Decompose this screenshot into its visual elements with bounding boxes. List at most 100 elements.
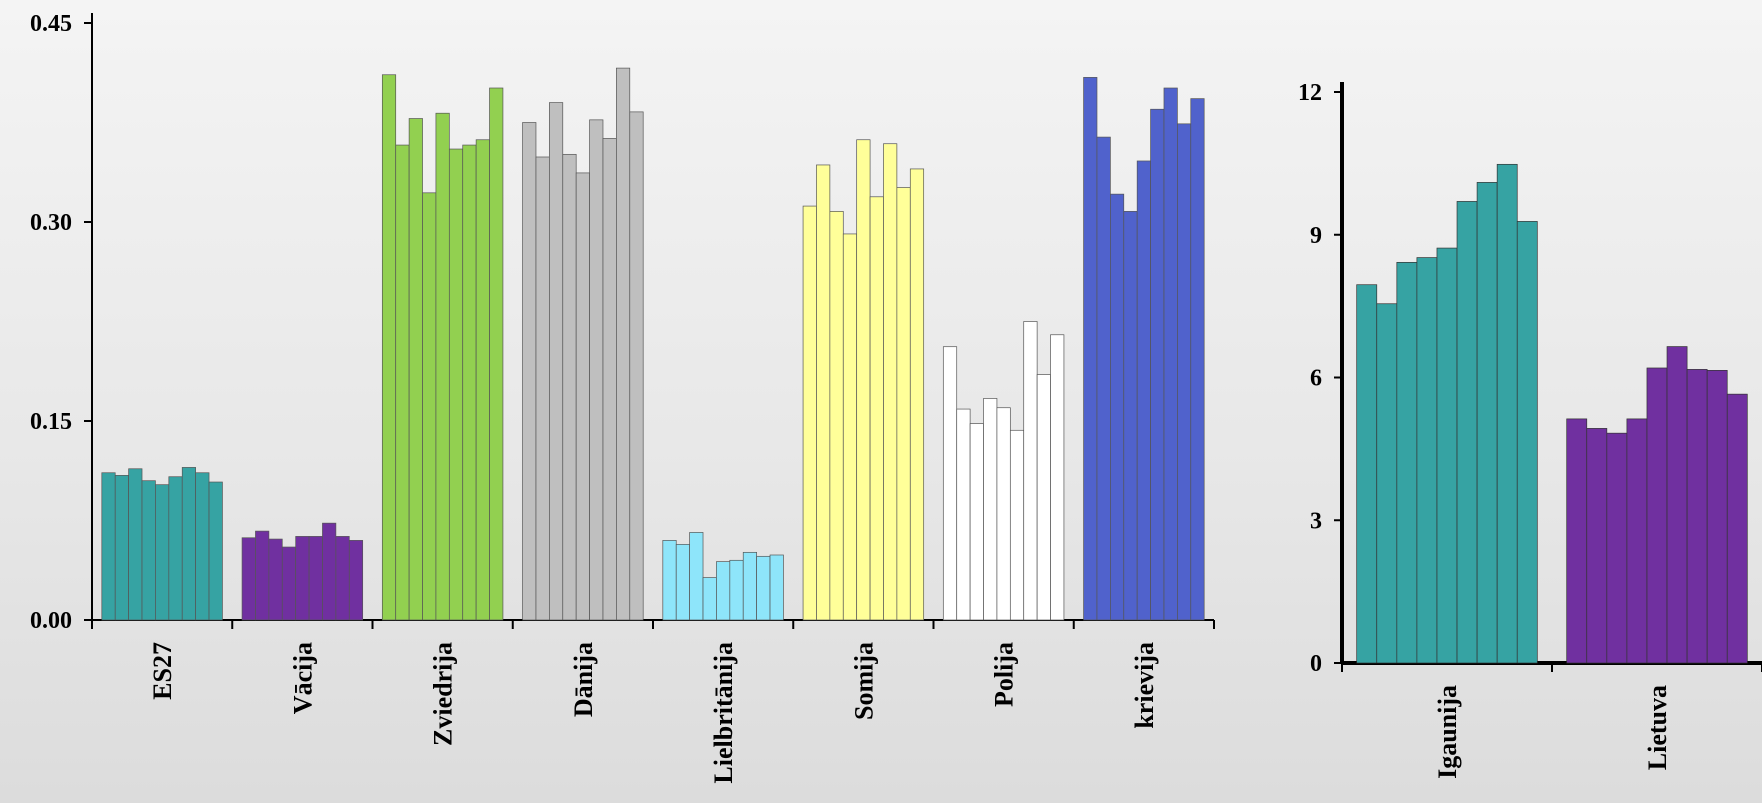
category-label: Somija: [849, 642, 878, 720]
bar: [616, 67, 631, 621]
bar: [1396, 261, 1418, 664]
bar: [1136, 160, 1151, 621]
bar: [1666, 346, 1688, 664]
bar: [195, 472, 210, 621]
bar: [535, 156, 550, 621]
bar: [1123, 211, 1138, 621]
bar: [1726, 393, 1748, 664]
bar: [1083, 77, 1098, 621]
y-tick-label: 3: [1310, 508, 1322, 534]
bar: [522, 122, 537, 621]
bar: [1050, 334, 1065, 621]
bar: [1376, 303, 1398, 664]
bar: [295, 536, 310, 621]
category-label: Igaunija: [1433, 685, 1462, 779]
bar: [869, 196, 884, 621]
bar: [689, 532, 704, 621]
bar: [969, 423, 984, 621]
category-label: Lietuva: [1643, 685, 1672, 770]
category-label: ES27: [148, 642, 177, 700]
bar: [1023, 321, 1038, 621]
bar: [1496, 163, 1518, 664]
bar: [742, 551, 757, 621]
category-label: Vācija: [288, 642, 317, 714]
y-tick-label: 6: [1310, 366, 1322, 392]
bar: [983, 398, 998, 621]
category-label: Dānija: [569, 642, 598, 717]
category-label: krievija: [1130, 642, 1159, 729]
bar: [241, 537, 256, 621]
y-tick-label: 9: [1310, 223, 1322, 249]
bar: [168, 476, 183, 621]
bar: [308, 536, 323, 621]
bar: [381, 74, 397, 621]
category-label: Polija: [990, 642, 1019, 707]
y-tick-label: 0: [1310, 651, 1322, 677]
bar: [489, 87, 504, 621]
bar: [1706, 370, 1728, 664]
bar: [335, 536, 350, 621]
bar: [629, 111, 644, 621]
bar: [896, 187, 911, 621]
bar: [1150, 108, 1165, 621]
bar: [549, 102, 564, 621]
bar: [802, 205, 817, 621]
bar: [675, 544, 690, 621]
bar: [956, 408, 971, 621]
bar: [1606, 432, 1628, 664]
y-tick-label: 0.15: [30, 409, 72, 435]
bar: [322, 522, 337, 621]
bar: [101, 472, 116, 621]
y-tick-label: 0.45: [30, 11, 72, 37]
bar: [716, 561, 731, 621]
y-tick-label: 12: [1298, 80, 1322, 106]
bar: [128, 468, 143, 621]
bar: [281, 546, 297, 621]
bar: [1190, 98, 1205, 621]
bar: [702, 577, 717, 621]
y-tick-label: 0.00: [30, 608, 72, 634]
bar: [602, 138, 617, 621]
bar: [141, 480, 156, 621]
bar: [1356, 284, 1378, 664]
category-label: Zviedrija: [429, 642, 458, 746]
bar: [181, 467, 196, 621]
bar: [475, 139, 490, 621]
bar: [909, 168, 925, 621]
bar: [1686, 369, 1708, 664]
bar: [155, 484, 170, 621]
bar: [769, 554, 784, 621]
bar: [395, 144, 410, 621]
bar: [883, 143, 898, 621]
bar: [729, 559, 744, 621]
bar: [114, 475, 129, 621]
bar: [856, 139, 871, 621]
bar: [589, 119, 604, 621]
bar: [562, 153, 577, 621]
category-label: Lielbritānija: [709, 642, 738, 784]
bar: [816, 164, 831, 621]
bar: [996, 407, 1011, 621]
bar: [1626, 418, 1648, 664]
y-tick-label: 0.30: [30, 210, 72, 236]
bar: [756, 555, 771, 621]
bar: [255, 530, 270, 621]
bar: [1646, 367, 1668, 664]
bar: [435, 112, 450, 621]
bar: [1177, 123, 1192, 621]
bar: [448, 148, 464, 621]
bar: [1009, 429, 1025, 621]
bar: [842, 233, 858, 621]
bar: [1110, 193, 1125, 621]
bar: [462, 144, 477, 621]
bar: [1036, 374, 1051, 621]
bar: [1416, 257, 1438, 664]
bar: [575, 172, 590, 621]
bar: [662, 540, 677, 621]
bar: [1476, 182, 1498, 664]
bar: [1456, 201, 1478, 664]
chart-right: 0 3 6 9 12 Igaunija Lietuva: [1298, 80, 1762, 779]
chart-left: 0.00 0.15 0.30 0.45 ES27 Vācija Zviedrija Dānij…: [30, 11, 1215, 784]
bar: [942, 346, 958, 621]
